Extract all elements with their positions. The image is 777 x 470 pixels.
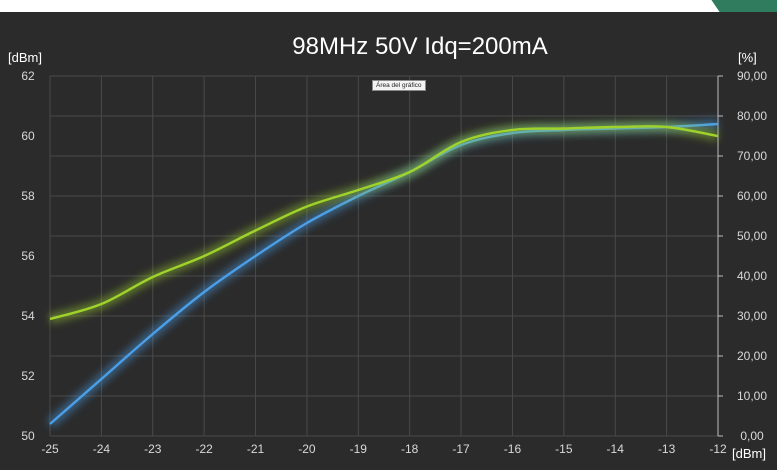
y-left-tick-label: 50 bbox=[21, 429, 35, 443]
y-right-tick-label: 50,00 bbox=[737, 229, 767, 243]
y-right-tick-label: 20,00 bbox=[737, 349, 767, 363]
x-axis-label: [dBm] bbox=[732, 446, 766, 461]
y-right-tick-label: 0,00 bbox=[740, 429, 764, 443]
x-tick-label: -18 bbox=[401, 442, 419, 456]
y-right-axis-label: [%] bbox=[738, 50, 757, 65]
x-tick-label: -17 bbox=[452, 442, 470, 456]
x-tick-label: -25 bbox=[41, 442, 59, 456]
y-left-tick-label: 56 bbox=[21, 249, 35, 263]
y-left-tick-label: 60 bbox=[21, 129, 35, 143]
y-left-axis-label: [dBm] bbox=[8, 50, 42, 65]
y-left-tick-label: 58 bbox=[21, 189, 35, 203]
y-left-tick-label: 54 bbox=[21, 309, 35, 323]
y-right-tick-label: 40,00 bbox=[737, 269, 767, 283]
y-right-tick-label: 90,00 bbox=[737, 69, 767, 83]
y-right-tick-label: 10,00 bbox=[737, 389, 767, 403]
x-tick-label: -12 bbox=[709, 442, 727, 456]
chart-area-tooltip: Área del gráfico bbox=[372, 80, 426, 91]
y-right-tick-label: 70,00 bbox=[737, 149, 767, 163]
y-right-tick-label: 80,00 bbox=[737, 109, 767, 123]
x-tick-label: -21 bbox=[247, 442, 265, 456]
x-tick-label: -13 bbox=[658, 442, 676, 456]
series-2-glow bbox=[50, 126, 718, 319]
chart-area[interactable]: 98MHz 50V Idq=200mA [dBm] [%] [dBm] -25 -… bbox=[0, 12, 777, 470]
x-tick-label: -19 bbox=[350, 442, 368, 456]
x-tick-label: -20 bbox=[298, 442, 316, 456]
x-tick-label: -15 bbox=[555, 442, 573, 456]
x-tick-label: -22 bbox=[195, 442, 213, 456]
y-left-tick-label: 62 bbox=[21, 69, 35, 83]
series-2-line bbox=[50, 126, 718, 319]
chart-title: 98MHz 50V Idq=200mA bbox=[292, 33, 547, 60]
y-right-tick-label: 60,00 bbox=[737, 189, 767, 203]
x-tick-label: -16 bbox=[504, 442, 522, 456]
x-tick-label: -14 bbox=[607, 442, 625, 456]
y-left-tick-label: 52 bbox=[21, 369, 35, 383]
x-tick-label: -24 bbox=[93, 442, 111, 456]
x-tick-label: -23 bbox=[144, 442, 162, 456]
y-right-tick-label: 30,00 bbox=[737, 309, 767, 323]
